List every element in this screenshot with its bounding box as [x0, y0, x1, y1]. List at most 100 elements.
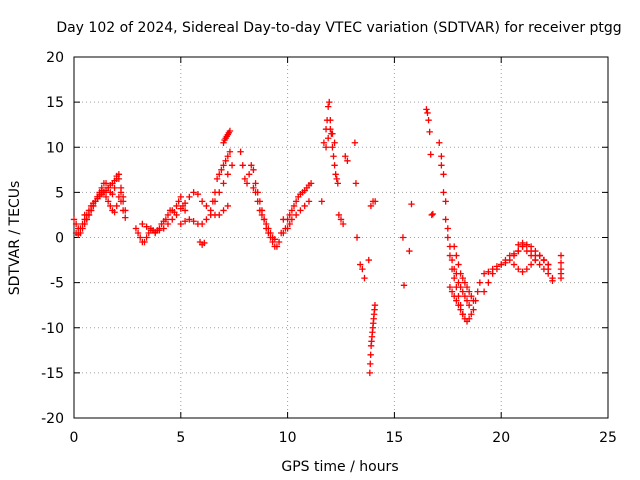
- data-point: [459, 311, 466, 318]
- data-point: [160, 225, 167, 232]
- data-point: [342, 153, 349, 160]
- data-point: [365, 256, 372, 264]
- data-point: [332, 171, 339, 178]
- data-point: [461, 292, 469, 300]
- y-tick-label: -15: [41, 366, 64, 382]
- data-point: [250, 184, 257, 192]
- data-point: [275, 238, 283, 246]
- data-point: [359, 265, 366, 273]
- x-tick-label: 25: [599, 430, 617, 446]
- data-point: [143, 223, 150, 230]
- data-point: [330, 153, 337, 160]
- x-axis-label: GPS time / hours: [281, 459, 398, 475]
- data-point: [117, 184, 125, 192]
- data-point: [256, 207, 264, 214]
- data-point: [177, 193, 184, 201]
- data-point: [216, 211, 223, 219]
- data-point: [92, 198, 99, 205]
- data-point: [442, 216, 449, 223]
- data-point: [85, 211, 93, 219]
- data-point: [442, 198, 449, 205]
- data-point: [523, 241, 531, 248]
- data-point: [510, 261, 518, 268]
- data-series: [399, 200, 415, 289]
- data-series: [280, 180, 315, 237]
- data-point: [366, 369, 374, 377]
- data-point: [474, 288, 481, 295]
- data-point: [470, 306, 477, 313]
- data-series: [322, 126, 338, 151]
- data-point: [425, 116, 432, 124]
- data-point: [119, 207, 127, 214]
- data-point: [119, 193, 127, 201]
- data-point: [455, 279, 462, 286]
- data-point: [139, 220, 146, 228]
- data-point: [329, 144, 336, 151]
- data-point: [444, 225, 451, 232]
- data-point: [544, 265, 552, 273]
- data-point: [164, 211, 172, 219]
- data-point: [181, 200, 189, 207]
- data-point: [457, 283, 464, 291]
- data-point: [81, 220, 88, 228]
- data-point: [113, 202, 120, 210]
- data-point: [371, 301, 379, 309]
- data-point: [134, 229, 142, 237]
- data-point: [113, 175, 120, 183]
- data-point: [468, 311, 475, 318]
- data-point: [352, 180, 360, 187]
- data-point: [457, 306, 464, 313]
- data-point: [181, 218, 189, 225]
- chart-title: Day 102 of 2024, Sidereal Day-to-day VTE…: [56, 20, 621, 36]
- data-point: [190, 189, 197, 196]
- data-point: [427, 151, 434, 158]
- data-point: [198, 220, 206, 228]
- data-series: [177, 162, 236, 228]
- data-point: [353, 234, 361, 241]
- data-point: [424, 109, 431, 117]
- data-point: [207, 211, 214, 219]
- data-point: [90, 202, 97, 210]
- data-series: [438, 153, 473, 309]
- data-point: [252, 189, 259, 196]
- data-point: [510, 252, 518, 259]
- data-point: [337, 216, 345, 223]
- data-point: [115, 171, 123, 178]
- data-point: [77, 229, 84, 237]
- data-point: [220, 162, 227, 169]
- grid-lines: [74, 57, 608, 418]
- data-point: [557, 259, 565, 266]
- data-point: [211, 189, 219, 196]
- data-point: [453, 252, 460, 259]
- x-tick-label: 15: [385, 430, 403, 446]
- data-point: [307, 180, 315, 187]
- data-point: [438, 162, 445, 169]
- data-point: [371, 198, 379, 205]
- data-point: [271, 236, 278, 243]
- data-point: [485, 268, 492, 275]
- data-series: [515, 239, 556, 285]
- data-series: [351, 139, 379, 282]
- data-point: [267, 229, 274, 237]
- data-series: [510, 256, 556, 282]
- data-point: [186, 216, 193, 223]
- data-point: [455, 301, 462, 309]
- data-point: [459, 288, 466, 295]
- data-point: [428, 211, 435, 219]
- data-point: [107, 202, 114, 210]
- data-point: [446, 283, 454, 291]
- data-points: [70, 98, 565, 377]
- data-point: [241, 175, 249, 183]
- data-point: [463, 297, 471, 304]
- data-point: [506, 256, 513, 264]
- data-point: [400, 282, 408, 289]
- data-point: [252, 180, 259, 187]
- data-point: [468, 292, 475, 300]
- data-point: [489, 265, 496, 273]
- data-point: [226, 148, 234, 155]
- data-point: [480, 288, 488, 295]
- data-point: [213, 175, 221, 183]
- data-point: [320, 139, 328, 146]
- data-point: [224, 202, 231, 210]
